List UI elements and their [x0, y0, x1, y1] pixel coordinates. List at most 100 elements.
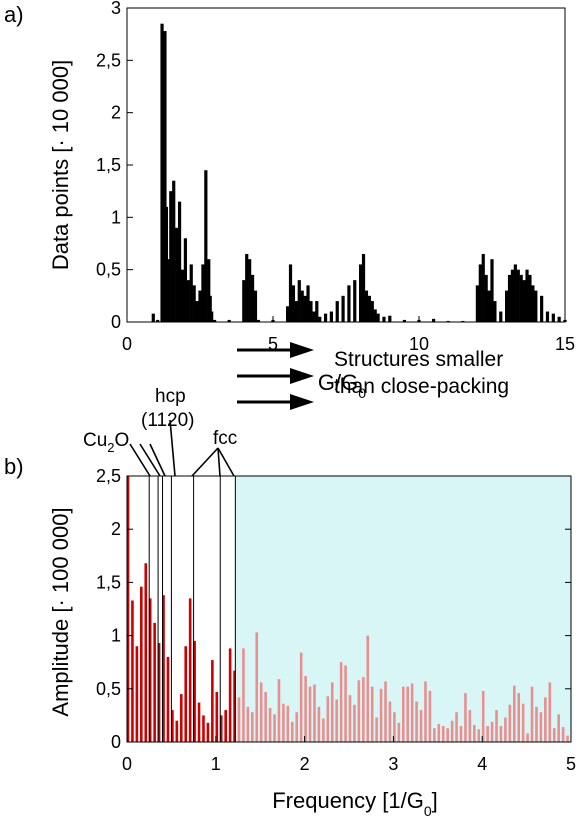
- bar-a: [180, 269, 185, 322]
- bar-b: [464, 693, 467, 742]
- bar-b: [197, 702, 201, 742]
- bar-a: [376, 313, 380, 322]
- bar-a: [312, 311, 316, 322]
- chart-b-annotation-lines: [148, 476, 236, 742]
- bar-b: [308, 686, 312, 742]
- bar-b: [295, 712, 299, 742]
- bar-b: [162, 595, 165, 742]
- chart-a-bars: [151, 23, 567, 322]
- bar-b: [206, 722, 210, 742]
- bar-b: [282, 703, 285, 742]
- bar-a: [461, 320, 465, 322]
- y-tick-label-b: 2,5: [96, 466, 121, 486]
- panel-a-label: a): [4, 2, 24, 27]
- bar-a: [303, 295, 307, 322]
- y-tick-label-b: 1,5: [96, 572, 121, 592]
- panel-b-label: b): [4, 454, 24, 479]
- bar-b: [481, 690, 485, 742]
- bar-b: [548, 682, 552, 742]
- bar-a: [490, 259, 494, 322]
- bar-b: [526, 733, 529, 742]
- bar-a: [475, 285, 479, 322]
- bar-b: [219, 715, 223, 742]
- bar-a: [505, 290, 509, 322]
- bar-b: [450, 720, 454, 742]
- bar-b: [406, 686, 410, 742]
- bar-a: [227, 319, 231, 322]
- bar-a: [291, 285, 296, 322]
- bar-b: [353, 704, 356, 742]
- arrow-1: [237, 342, 314, 358]
- bar-a: [207, 259, 211, 322]
- bar-b: [455, 712, 458, 742]
- bar-b: [211, 660, 214, 742]
- bar-b: [148, 598, 152, 742]
- bar-b: [131, 600, 134, 742]
- bar-b: [242, 648, 245, 742]
- bar-b: [473, 724, 476, 742]
- bar-a: [297, 280, 301, 322]
- bar-a: [361, 253, 366, 322]
- bar-b: [153, 622, 156, 742]
- bar-a: [172, 180, 176, 322]
- bar-a: [484, 274, 488, 322]
- bar-a: [201, 264, 205, 322]
- bar-b: [508, 704, 512, 742]
- bar-a: [177, 201, 182, 322]
- bar-a: [388, 315, 392, 322]
- y-tick-label-b: 1: [111, 626, 121, 646]
- bar-b: [322, 718, 325, 742]
- bar-b: [388, 701, 392, 742]
- bar-b: [290, 721, 294, 742]
- bar-b: [251, 712, 254, 742]
- bar-a: [175, 227, 179, 322]
- bar-a: [540, 295, 544, 322]
- x-tick-label-a: 0: [122, 334, 132, 354]
- bar-b: [561, 727, 565, 742]
- bar-a: [516, 269, 520, 322]
- bar-a: [446, 320, 450, 322]
- bar-a: [534, 290, 538, 322]
- bar-a: [370, 301, 374, 322]
- y-tick-label-a: 3: [111, 0, 121, 18]
- x-tick-label-a: 5: [268, 334, 278, 354]
- bar-b: [171, 710, 174, 742]
- bar-a: [253, 290, 258, 322]
- bar-b: [468, 710, 472, 742]
- bar-a: [551, 313, 555, 322]
- bar-b: [539, 712, 543, 742]
- x-tick-label-b: 2: [300, 754, 310, 774]
- bar-a: [160, 23, 164, 322]
- bar-b: [370, 686, 374, 742]
- bar-b: [419, 710, 423, 742]
- bar-b: [357, 680, 361, 742]
- bar-a: [189, 264, 193, 322]
- bar-a: [213, 319, 217, 322]
- bar-b: [228, 648, 232, 742]
- bar-a: [166, 259, 170, 322]
- chart-a-ylabel: Data points [· 10 000]: [48, 60, 73, 270]
- bar-b: [157, 643, 161, 742]
- bar-a: [309, 301, 313, 322]
- y-tick-label-b: 0,5: [96, 679, 121, 699]
- fcc-label: fcc: [213, 428, 237, 449]
- chart-b-xlabel: Frequency [1/G0]: [272, 788, 438, 819]
- bar-b: [246, 706, 250, 742]
- x-tick-label-b: 0: [122, 754, 132, 774]
- bar-a: [186, 280, 190, 322]
- y-tick-label-a: 0: [111, 312, 121, 332]
- bar-b: [535, 706, 538, 742]
- bar-b: [326, 696, 330, 742]
- bar-b: [166, 656, 170, 742]
- bar-a: [510, 269, 515, 322]
- bar-b: [264, 691, 267, 742]
- note-line-1: Structures smaller: [334, 348, 503, 371]
- bar-a: [557, 316, 561, 322]
- x-tick-label-b: 4: [477, 754, 487, 774]
- chart-b-frame: [126, 475, 572, 743]
- bar-a: [245, 253, 249, 322]
- bar-b: [401, 686, 405, 742]
- bar-b: [410, 683, 414, 742]
- bar-b: [517, 693, 521, 742]
- bar-a: [198, 290, 202, 322]
